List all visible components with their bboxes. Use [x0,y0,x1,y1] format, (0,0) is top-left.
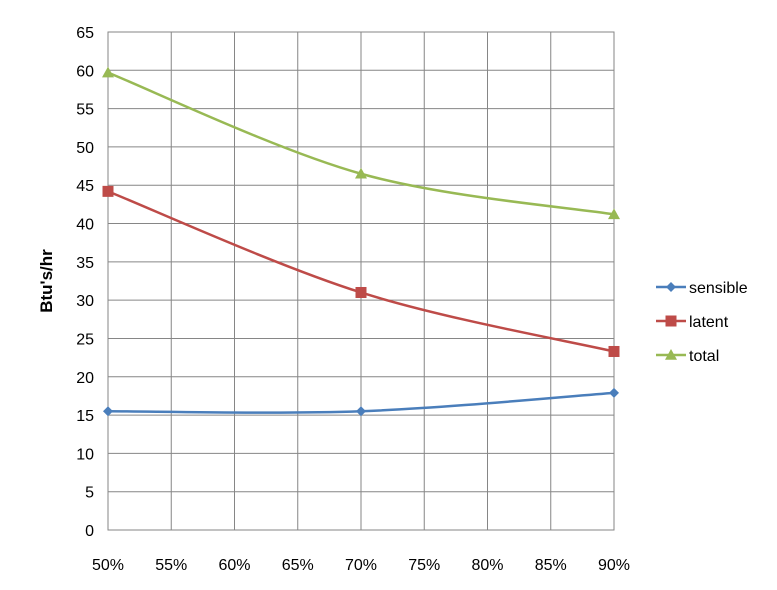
data-point-latent [102,185,114,197]
x-tick-label: 70% [345,557,377,574]
y-tick-label: 60 [76,63,94,80]
x-tick-label: 50% [92,557,124,574]
watermark-text: 六朗暖通 [36,568,96,585]
legend: sensible latent total [656,280,748,365]
x-tick-label: 80% [471,557,503,574]
y-tick-label: 30 [76,293,94,310]
legend-marker [666,282,676,292]
x-tick-label: 55% [155,557,187,574]
legend-marker [665,315,677,327]
x-tick-label: 60% [218,557,250,574]
series-group [102,66,620,417]
x-tick-label: 85% [535,557,567,574]
y-tick-labels: 0 5 10 15 20 25 30 35 40 45 50 55 60 65 [76,25,94,540]
gridlines [107,31,615,531]
x-tick-label: 65% [282,557,314,574]
y-tick-label: 10 [76,446,94,463]
legend-marker [665,349,677,360]
x-tick-label: 75% [408,557,440,574]
data-point-sensible [103,406,113,417]
y-tick-label: 65 [76,25,94,42]
data-point-total [355,167,367,179]
y-tick-label: 0 [85,523,94,540]
y-axis-label: Btu's/hr [37,249,56,313]
data-point-total [102,66,114,78]
legend-label: sensible [689,280,748,297]
x-tick-labels: 50% 55% 60% 65% 70% 75% 80% 85% 90% [92,557,630,574]
data-point-latent [608,345,620,357]
data-point-total [608,208,620,220]
y-tick-label: 50 [76,140,94,157]
data-point-sensible [356,406,366,417]
legend-label: total [689,348,719,365]
series-sensible [103,387,619,417]
y-tick-label: 15 [76,408,94,425]
data-point-latent [355,286,367,298]
y-tick-label: 20 [76,370,94,387]
legend-item-sensible: sensible [656,280,748,297]
data-point-sensible [609,387,619,398]
series-total [102,66,620,220]
y-tick-label: 40 [76,217,94,234]
y-tick-label: 25 [76,331,94,348]
legend-item-total: total [656,348,719,365]
y-tick-label: 35 [76,255,94,272]
series-latent [102,185,620,357]
x-tick-label: 90% [598,557,630,574]
y-tick-label: 5 [85,485,94,502]
legend-label: latent [689,314,729,331]
legend-item-latent: latent [656,314,729,331]
watermark: 六朗暖通 [7,568,96,585]
y-tick-label: 45 [76,178,94,195]
y-tick-label: 55 [76,102,94,119]
